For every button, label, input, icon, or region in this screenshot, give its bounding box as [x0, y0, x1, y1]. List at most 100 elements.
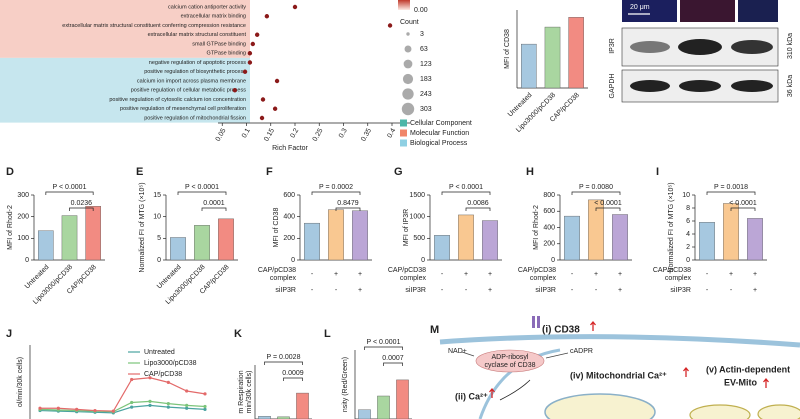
y-tick-label: 1000 [409, 214, 425, 221]
dot [254, 32, 260, 37]
axis-label: CAP/pCD38 [653, 267, 691, 274]
enzyme-shape [475, 349, 545, 373]
band [678, 39, 722, 55]
bar [328, 209, 344, 261]
dot [264, 14, 270, 19]
p-value: 0.0009 [282, 370, 304, 377]
bracket [45, 191, 94, 195]
point [148, 403, 152, 407]
point [38, 406, 42, 410]
y-tick-label: 0 [686, 257, 690, 264]
axis-label: siIP3R [405, 287, 426, 294]
panel-label: I [656, 166, 659, 178]
bracket [264, 361, 303, 365]
bracket [730, 207, 756, 211]
p-value: 0.0001 [203, 200, 225, 207]
p-value: P < 0.0001 [367, 339, 401, 346]
axis-label: MFI of Rhod-2 [7, 205, 14, 250]
dot [259, 115, 265, 121]
panel-label: L [324, 328, 331, 340]
axis-label: MFI of IP3R [403, 209, 410, 246]
y-tick-label: 400 [283, 214, 295, 221]
legend-swatch [400, 129, 407, 137]
bar [396, 379, 409, 419]
axis-label: complex [270, 275, 297, 282]
band-bg [0, 57, 250, 123]
point [203, 392, 207, 396]
size-label: 303 [420, 106, 432, 113]
size-key [404, 45, 412, 53]
line [39, 400, 206, 413]
term-label: extracellular matrix structural constitu… [148, 32, 247, 38]
row-value: + [618, 271, 622, 278]
size-key [402, 73, 414, 85]
size-label: 183 [420, 76, 432, 83]
point [75, 407, 79, 411]
p-value: P < 0.0001 [449, 184, 483, 191]
x-tick-label: 0.25 [312, 127, 325, 142]
axis-label: complex [400, 275, 427, 282]
y-tick-label: 10 [153, 214, 161, 221]
dot [247, 60, 253, 65]
bracket [364, 346, 403, 350]
point [130, 377, 134, 382]
axis-label: nsity (Red/Green) [342, 357, 349, 412]
y-tick-label: 0 [421, 257, 425, 264]
bracket [571, 191, 621, 195]
bracket [201, 207, 227, 211]
axis-label: cyclase of CD38 [485, 362, 536, 369]
axis-label: siIP3R [670, 287, 691, 294]
dot [292, 4, 298, 10]
dot [387, 23, 393, 28]
axis-label: CAP/pCD38 [518, 267, 556, 274]
bar [482, 220, 498, 261]
blot-label: GAPDH [609, 74, 616, 99]
bar [170, 237, 186, 261]
bar [612, 214, 628, 261]
bar [588, 199, 604, 261]
band [630, 80, 670, 92]
axis-label: Normalized FI of MTG (×10⁵) [139, 182, 146, 272]
mitochondrion [544, 393, 656, 419]
y-tick-label: 15 [153, 192, 161, 199]
bar [85, 206, 101, 261]
up-arrow [590, 320, 596, 331]
line [39, 404, 206, 414]
x-tick-label: 0.4 [386, 127, 397, 139]
bar [194, 225, 210, 261]
p-value: 0.0236 [71, 200, 93, 207]
band [731, 40, 773, 54]
p-value: P = 0.0028 [267, 354, 301, 361]
size-label: 3 [420, 31, 424, 38]
y-tick-label: 5 [157, 235, 161, 242]
bar [377, 395, 390, 419]
diagram-label: cADPR [570, 348, 593, 355]
row-value: - [706, 287, 709, 294]
point [148, 376, 152, 380]
p-value: P < 0.0001 [185, 184, 219, 191]
bracket [177, 191, 227, 195]
row-value: - [571, 287, 574, 294]
row-value: + [464, 271, 468, 278]
y-tick-label: 200 [543, 241, 555, 248]
bar [521, 43, 537, 89]
p-value: < 0.0001 [729, 200, 757, 207]
row-value: - [441, 271, 444, 278]
bracket [69, 207, 94, 211]
point [203, 407, 207, 411]
term-label: small GTPase binding [192, 41, 246, 47]
legend-label: CAP/pCD38 [144, 371, 182, 378]
line [40, 377, 206, 412]
legend-label: Cellular Component [410, 120, 472, 127]
axis-label: m Respiration [238, 370, 245, 413]
size-key [406, 32, 410, 36]
axis-label: CAP/pCD38 [388, 267, 426, 274]
x-tick-label: 0.1 [241, 127, 252, 139]
axis-label: ol/min/30k cells) [17, 357, 24, 407]
bar [358, 409, 371, 419]
y-tick-label: 0 [157, 257, 161, 264]
term-label: extracellular matrix structural constitu… [62, 23, 246, 29]
row-value: - [595, 287, 598, 294]
dot [242, 69, 248, 74]
y-tick-label: 8 [686, 205, 690, 212]
